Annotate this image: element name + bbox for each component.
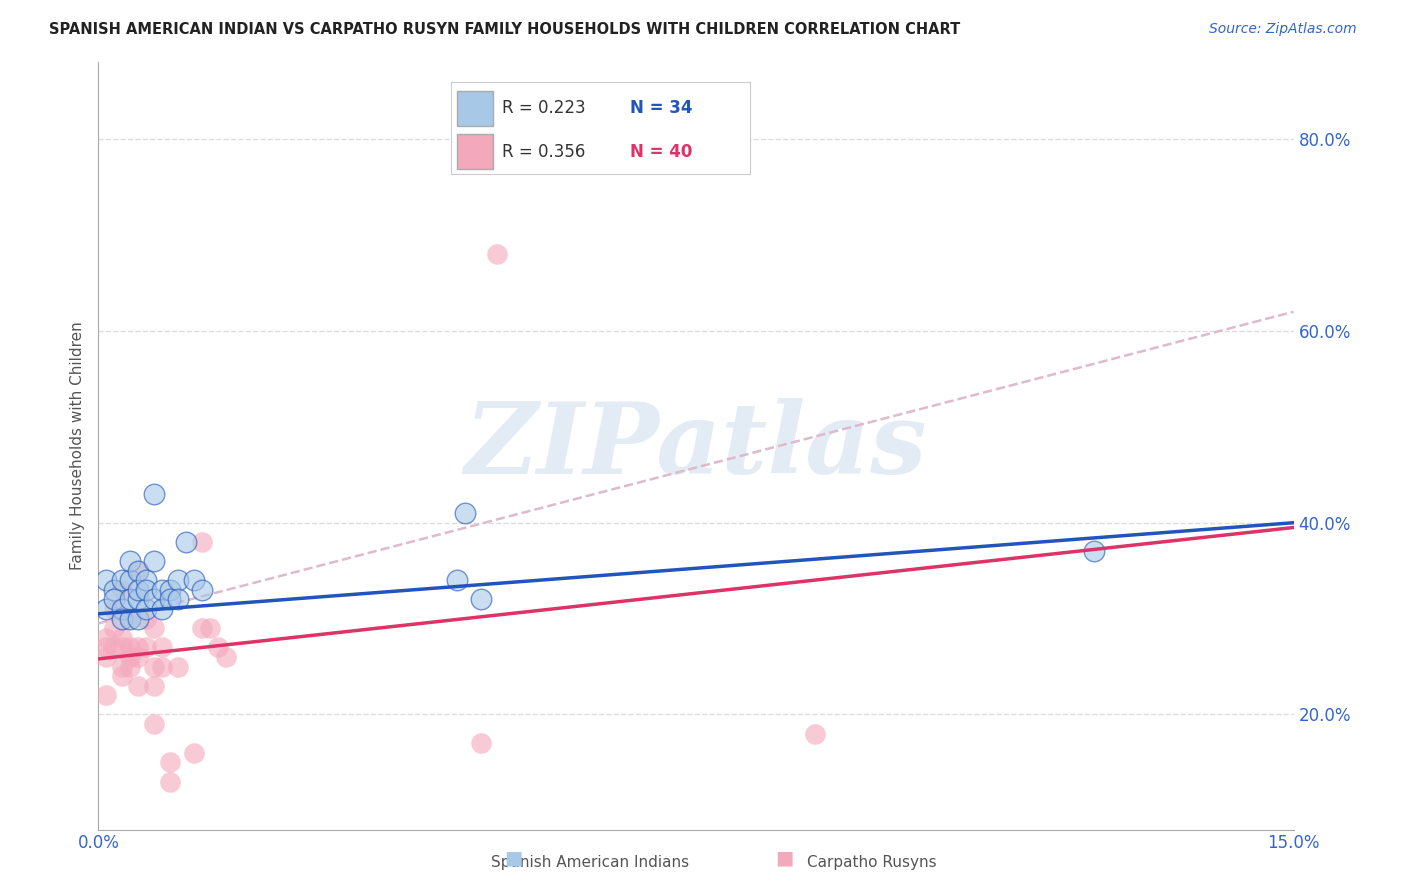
Point [198,621,221,635]
Point [143,487,166,501]
Point [127,564,149,578]
Point [103,582,125,597]
Point [96,602,118,616]
Point [1083,544,1105,558]
Point [135,640,157,655]
Point [135,602,157,616]
Point [120,659,142,673]
Point [111,669,134,683]
Point [143,679,166,693]
Point [454,506,477,520]
Point [111,573,134,587]
Point [135,612,157,626]
Point [103,621,125,635]
Point [470,592,492,607]
Point [143,659,166,673]
Point [127,582,149,597]
Point [191,582,214,597]
Text: ZIPatlas: ZIPatlas [465,398,927,494]
Point [159,582,181,597]
Point [135,573,157,587]
Y-axis label: Family Households with Children: Family Households with Children [69,322,84,570]
Point [159,756,181,770]
Point [470,736,492,750]
Point [215,649,238,664]
Point [167,659,190,673]
Point [120,612,142,626]
Point [111,631,134,645]
Point [96,689,118,703]
Point [159,774,181,789]
Point [127,649,149,664]
Point [159,592,181,607]
Point [167,592,190,607]
Point [111,582,134,597]
Point [167,573,190,587]
Point [804,727,827,741]
Point [485,247,508,261]
Point [120,592,142,607]
Point [191,621,214,635]
Point [191,534,214,549]
Point [150,602,173,616]
Point [183,573,205,587]
Text: Carpatho Rusyns: Carpatho Rusyns [807,855,936,870]
Point [207,640,229,655]
Point [120,612,142,626]
Point [143,621,166,635]
Point [150,659,173,673]
Point [96,631,118,645]
Point [103,592,125,607]
Point [127,679,149,693]
Text: ■: ■ [503,849,523,868]
Point [96,649,118,664]
Text: SPANISH AMERICAN INDIAN VS CARPATHO RUSYN FAMILY HOUSEHOLDS WITH CHILDREN CORREL: SPANISH AMERICAN INDIAN VS CARPATHO RUSY… [49,22,960,37]
Point [96,640,118,655]
Point [174,534,197,549]
Point [111,612,134,626]
Point [183,746,205,760]
Point [143,592,166,607]
Point [150,640,173,655]
Point [120,573,142,587]
Point [103,602,125,616]
Point [96,573,118,587]
Text: Spanish American Indians: Spanish American Indians [492,855,689,870]
Point [127,564,149,578]
Text: ■: ■ [775,849,794,868]
Point [446,573,468,587]
Point [143,717,166,731]
Point [111,659,134,673]
Point [120,649,142,664]
Point [120,640,142,655]
Text: Source: ZipAtlas.com: Source: ZipAtlas.com [1209,22,1357,37]
Point [127,592,149,607]
Point [103,640,125,655]
Point [127,640,149,655]
Point [143,554,166,568]
Point [111,640,134,655]
Point [135,582,157,597]
Point [150,582,173,597]
Point [120,554,142,568]
Point [127,612,149,626]
Point [111,602,134,616]
